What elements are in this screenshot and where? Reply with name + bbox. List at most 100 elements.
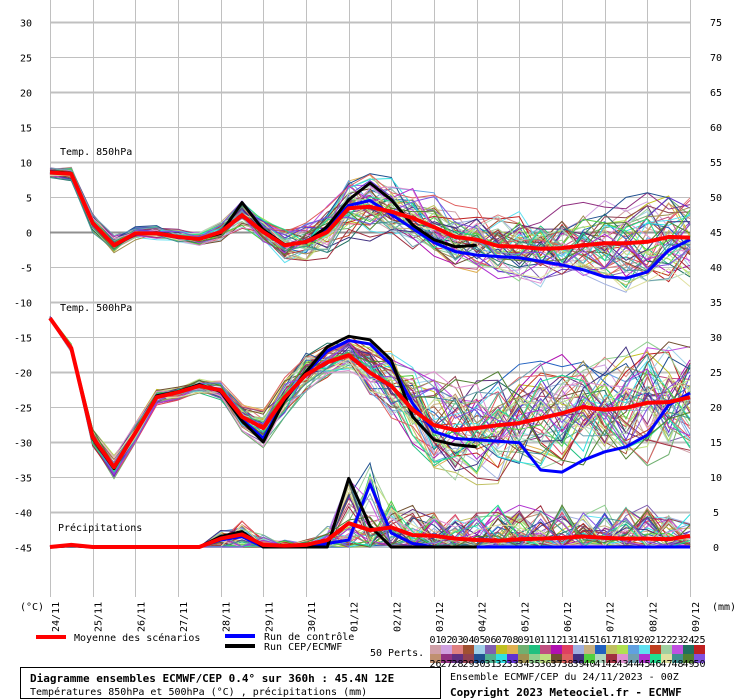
member-swatch-11 xyxy=(540,645,551,654)
member-swatch-07 xyxy=(496,645,507,654)
member-50-t850-line xyxy=(49,172,691,269)
member-number-01: 01 xyxy=(429,635,441,646)
member-number-07: 07 xyxy=(495,635,507,646)
member-number-49: 49 xyxy=(682,659,694,670)
x-tick-label: 03/12 xyxy=(435,602,446,632)
member-number-04: 04 xyxy=(462,635,474,646)
member-swatch-37 xyxy=(551,654,562,663)
member-swatch-10 xyxy=(529,645,540,654)
member-swatch-49 xyxy=(683,654,694,663)
x-tick-label: 26/11 xyxy=(136,602,147,632)
member-swatch-47 xyxy=(661,654,672,663)
right-tick-label: 0 xyxy=(713,543,719,554)
member-42-t850-line xyxy=(49,170,691,275)
member-swatch-22 xyxy=(661,645,672,654)
member-number-02: 02 xyxy=(440,635,452,646)
member-swatch-48 xyxy=(672,654,683,663)
x-tick-label: 05/12 xyxy=(520,602,531,632)
member-swatch-05 xyxy=(474,645,485,654)
run-info: Ensemble ECMWF/CEP du 24/11/2023 - 00Z xyxy=(450,672,679,683)
member-swatch-34 xyxy=(518,654,529,663)
member-swatch-32 xyxy=(496,654,507,663)
member-number-26: 26 xyxy=(429,659,441,670)
panel-label-t500: Temp. 500hPa xyxy=(60,303,132,314)
panel-label-precip: Précipitations xyxy=(58,522,142,534)
member-swatch-28 xyxy=(452,654,463,663)
member-number-46: 46 xyxy=(649,659,661,670)
right-tick-label: 20 xyxy=(710,403,722,414)
right-tick-label: 35 xyxy=(710,298,722,309)
member-swatch-06 xyxy=(485,645,496,654)
member-swatch-46 xyxy=(650,654,661,663)
member-swatch-04 xyxy=(463,645,474,654)
left-tick-label: -10 xyxy=(14,299,32,310)
member-swatch-09 xyxy=(518,645,529,654)
right-tick-label: 5 xyxy=(713,508,719,519)
left-tick-label: 25 xyxy=(20,54,32,65)
member-number-40: 40 xyxy=(583,659,595,670)
member-swatch-30 xyxy=(474,654,485,663)
member-swatch-33 xyxy=(507,654,518,663)
title-box xyxy=(20,667,441,699)
x-tick-label: 08/12 xyxy=(648,602,659,632)
member-43-t850-line xyxy=(49,167,691,284)
left-tick-label: 15 xyxy=(20,124,32,135)
panel-label-t850: Temp. 850hPa xyxy=(60,147,132,158)
x-tick-label: 28/11 xyxy=(222,602,233,632)
member-swatch-27 xyxy=(441,654,452,663)
member-swatch-19 xyxy=(628,645,639,654)
member-swatch-08 xyxy=(507,645,518,654)
member-number-44: 44 xyxy=(627,659,639,670)
member-number-37: 37 xyxy=(550,659,562,670)
member-number-28: 28 xyxy=(451,659,463,670)
right-tick-label: 40 xyxy=(710,263,722,274)
left-tick-label: 10 xyxy=(20,159,32,170)
member-swatch-25 xyxy=(694,645,705,654)
x-tick-label: 09/12 xyxy=(691,602,702,632)
x-tick-label: 30/11 xyxy=(307,602,318,632)
left-tick-label: 30 xyxy=(20,19,32,30)
member-number-14: 14 xyxy=(572,635,584,646)
legend-perts-label: 50 Perts. xyxy=(370,648,424,659)
member-swatch-40 xyxy=(584,654,595,663)
left-tick-label: -15 xyxy=(14,334,32,345)
member-number-09: 09 xyxy=(517,635,529,646)
member-number-32: 32 xyxy=(495,659,507,670)
member-number-15: 15 xyxy=(583,635,595,646)
member-number-30: 30 xyxy=(473,659,485,670)
member-number-27: 27 xyxy=(440,659,452,670)
left-tick-label: 0 xyxy=(26,229,32,240)
member-swatch-14 xyxy=(573,645,584,654)
left-tick-label: -30 xyxy=(14,439,32,450)
member-swatch-44 xyxy=(628,654,639,663)
member-swatch-26 xyxy=(430,654,441,663)
legend-mean-label: Moyenne des scénarios xyxy=(74,632,200,644)
mean-t500-line xyxy=(48,316,691,470)
x-tick-label: 07/12 xyxy=(606,602,617,632)
member-swatch-43 xyxy=(617,654,628,663)
member-swatch-23 xyxy=(672,645,683,654)
member-number-45: 45 xyxy=(638,659,650,670)
ensemble-members xyxy=(49,166,691,548)
member-swatch-41 xyxy=(595,654,606,663)
member-48-t500-line xyxy=(49,319,691,471)
left-tick-label: 20 xyxy=(20,89,32,100)
member-swatch-29 xyxy=(463,654,474,663)
right-tick-label: 65 xyxy=(710,88,722,99)
member-44-t850-line xyxy=(49,167,691,282)
member-swatch-17 xyxy=(606,645,617,654)
member-swatch-38 xyxy=(562,654,573,663)
member-number-35: 35 xyxy=(528,659,540,670)
member-number-13: 13 xyxy=(561,635,573,646)
right-tick-label: 10 xyxy=(710,473,722,484)
member-swatch-45 xyxy=(639,654,650,663)
axis-ticks: 302520151050-5-10-15-20-25-30-35-40-4575… xyxy=(14,18,722,632)
main-lines xyxy=(48,170,691,549)
member-number-47: 47 xyxy=(660,659,672,670)
member-number-38: 38 xyxy=(561,659,573,670)
x-tick-label: 29/11 xyxy=(264,602,275,632)
x-tick-label: 04/12 xyxy=(478,602,489,632)
member-number-17: 17 xyxy=(605,635,617,646)
member-number-18: 18 xyxy=(616,635,628,646)
member-swatch-02 xyxy=(441,645,452,654)
